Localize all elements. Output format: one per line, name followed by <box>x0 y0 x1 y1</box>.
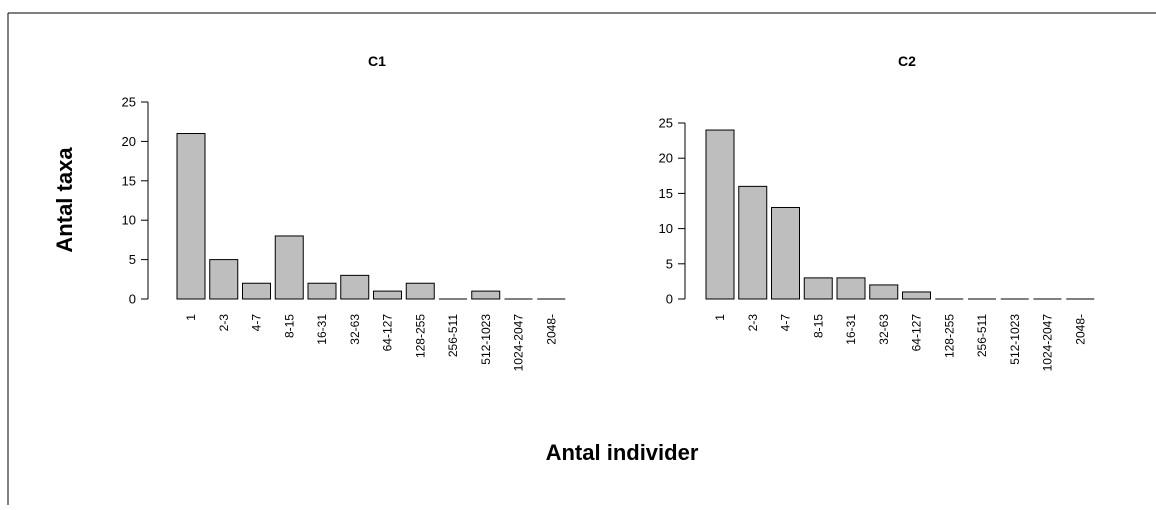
x-tick-label: 512-1023 <box>1008 314 1022 365</box>
x-tick-label: 128-255 <box>942 314 956 358</box>
bar <box>705 129 735 300</box>
bar <box>869 284 899 300</box>
y-tick-label: 20 <box>659 151 673 166</box>
bar <box>274 235 304 300</box>
chart-panel-c1: C1 0 5 10 15 20 25 1 2-3 4-7 8-15 16-31 32-63 64-127 1… <box>122 53 566 371</box>
y-tick-label: 0 <box>666 292 673 307</box>
bar <box>373 290 402 300</box>
x-tick-label: 64-127 <box>381 314 395 352</box>
x-tick-label: 1024-2047 <box>1041 314 1055 372</box>
y-tick-label: 10 <box>659 221 673 236</box>
x-tick-label: 1024-2047 <box>512 314 526 372</box>
y-tick-label: 15 <box>659 186 673 201</box>
x-tick-label: 256-511 <box>446 314 460 357</box>
x-tick-label: 8-15 <box>282 314 296 338</box>
y-tick-label: 25 <box>659 116 673 131</box>
x-tick-label: 2-3 <box>217 314 231 332</box>
bar <box>803 277 833 300</box>
x-tick-label: 32-63 <box>877 314 891 345</box>
y-tick-label: 5 <box>666 256 673 271</box>
bar <box>176 133 206 300</box>
bar <box>771 206 800 300</box>
x-tick-label: 1 <box>713 314 727 321</box>
y-tick-label: 25 <box>122 95 136 110</box>
x-tick-label: 2048- <box>1073 314 1087 345</box>
shared-y-axis-label: Antal taxa <box>52 147 77 253</box>
y-tick-label: 5 <box>129 252 136 267</box>
y-tick-label: 10 <box>122 213 136 228</box>
bar <box>242 282 271 300</box>
y-tick-label: 20 <box>122 134 136 149</box>
chart-panel-c2: C2 0 5 10 15 20 25 1 2-3 4-7 8-15 16-31 32-63 64-127 1… <box>659 53 1095 371</box>
shared-x-axis-label: Antal individer <box>546 440 699 465</box>
x-tick-label: 8-15 <box>811 314 825 338</box>
x-tick-label: 256-511 <box>975 314 989 357</box>
bar <box>836 277 866 300</box>
x-tick-label: 16-31 <box>315 314 329 345</box>
chart-title: C1 <box>368 53 386 69</box>
bar <box>738 185 768 300</box>
x-tick-label: 16-31 <box>844 314 858 345</box>
y-tick-label: 15 <box>122 173 136 188</box>
x-tick-label: 64-127 <box>910 314 924 352</box>
bar <box>405 282 435 300</box>
y-tick-label: 0 <box>129 292 136 307</box>
bar <box>307 282 337 300</box>
bar <box>471 290 501 300</box>
x-tick-label: 4-7 <box>779 314 793 332</box>
x-tick-label: 128-255 <box>413 314 427 358</box>
x-tick-label: 4-7 <box>250 314 264 332</box>
bar <box>340 274 370 300</box>
bar <box>209 259 239 300</box>
chart-title: C2 <box>898 53 916 69</box>
x-tick-label: 2048- <box>544 314 558 345</box>
x-tick-label: 32-63 <box>348 314 362 345</box>
x-tick-label: 2-3 <box>746 314 760 332</box>
x-tick-label: 512-1023 <box>479 314 493 365</box>
x-tick-label: 1 <box>184 314 198 321</box>
bar <box>902 291 931 300</box>
